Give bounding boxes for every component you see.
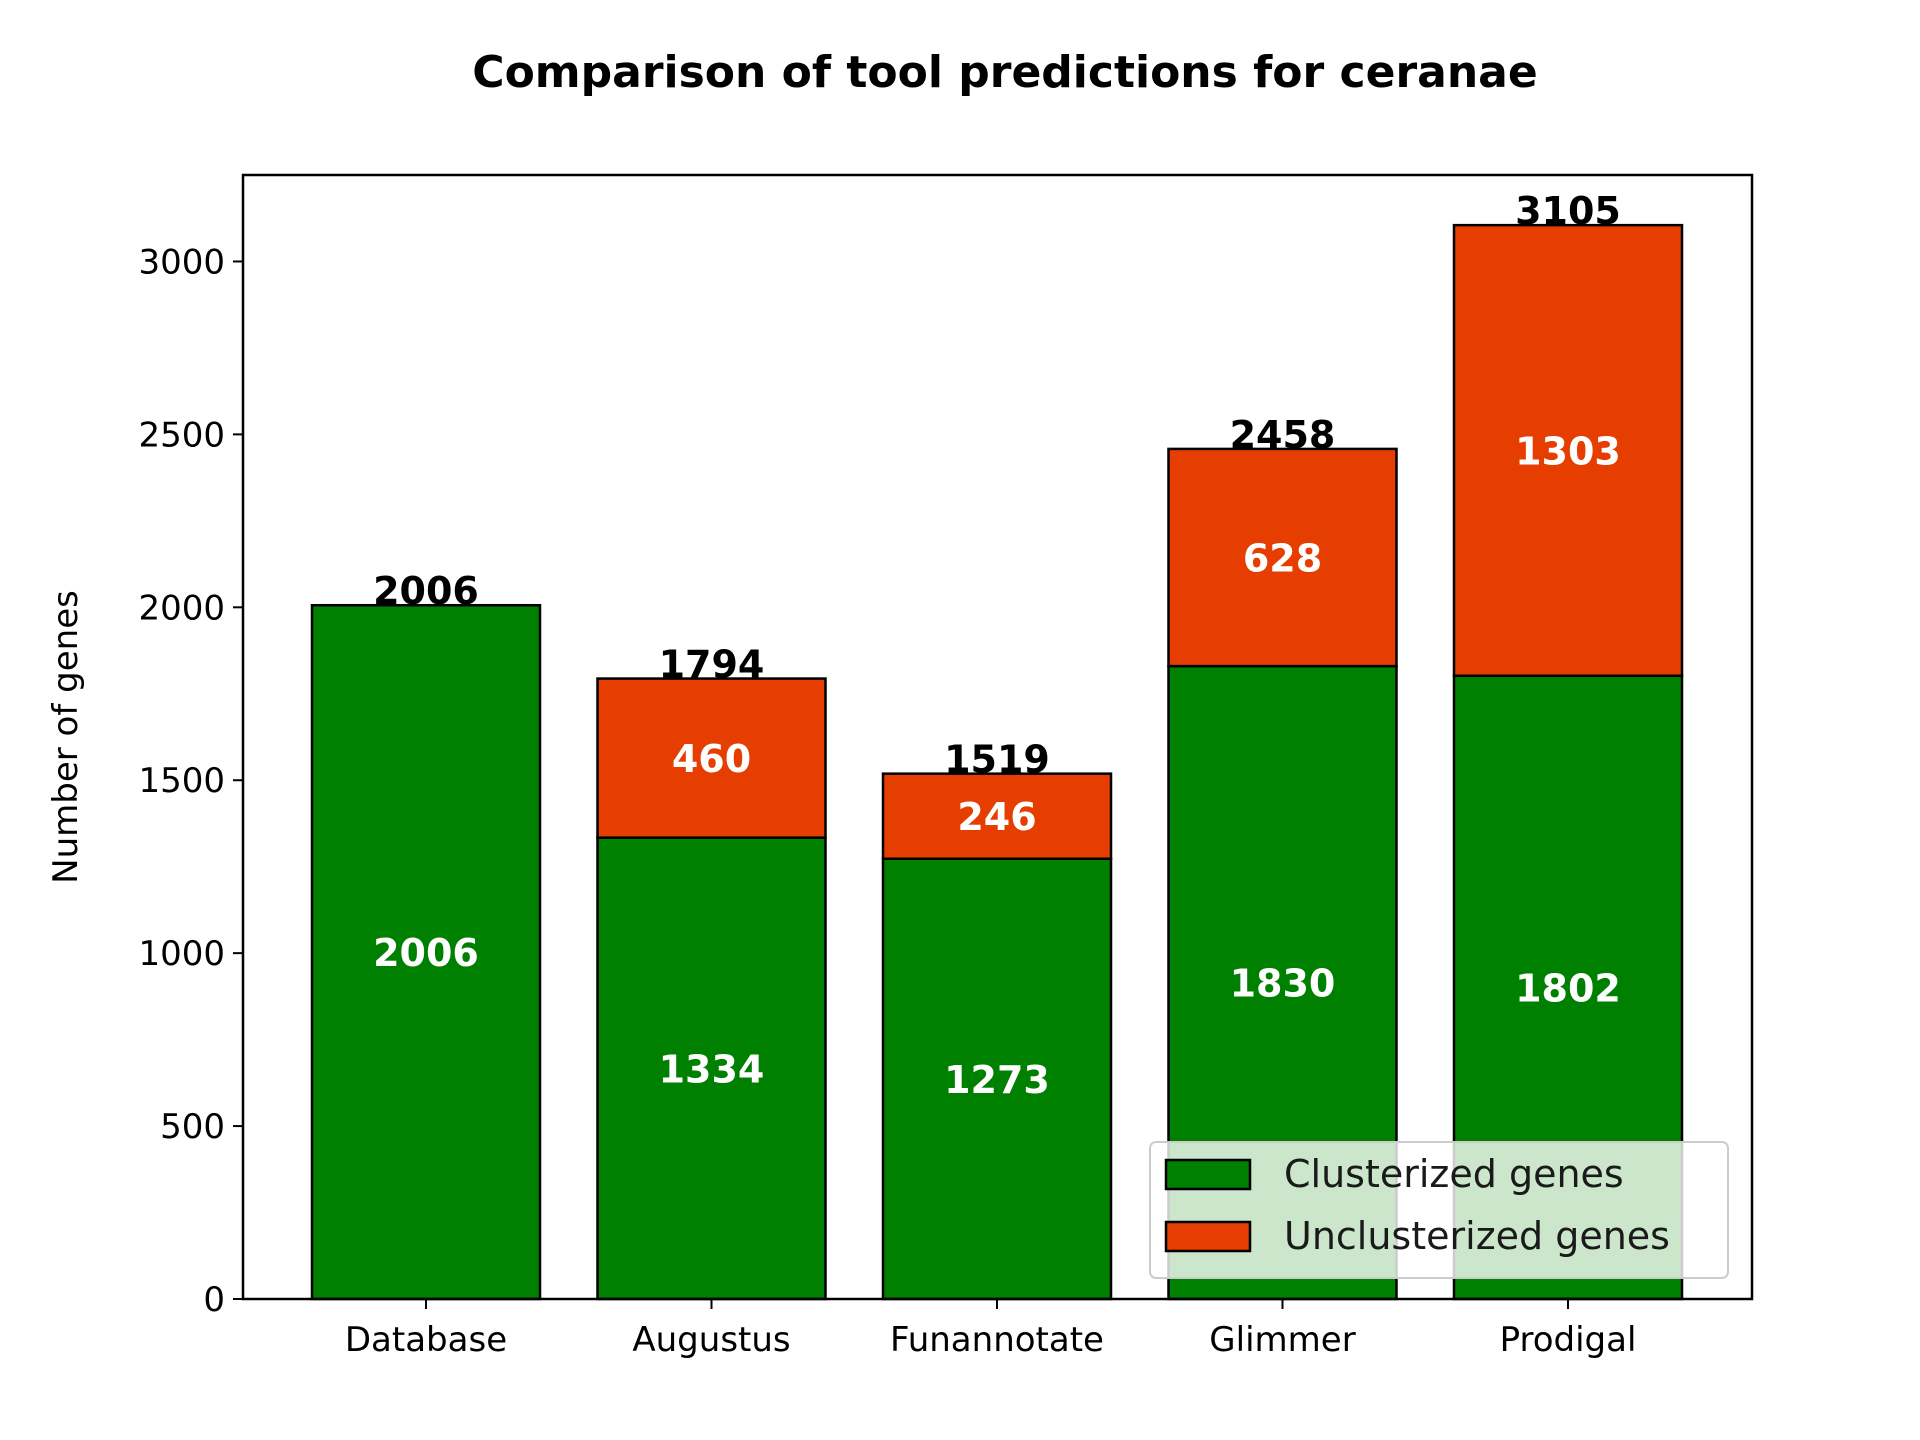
legend-label: Clusterized genes [1284,1152,1624,1196]
bar-value-label: 246 [957,795,1036,839]
legend-box [1149,1141,1729,1279]
bar-segment-clusterized-augustus [596,836,827,1301]
bar-segment-unclusterized-funannotate [881,772,1113,860]
y-tick-label: 3000 [138,242,225,282]
bar-value-label: 628 [1243,537,1322,581]
bar-value-label: 2006 [373,931,479,975]
y-tick-label: 0 [203,1280,225,1320]
y-tick-label: 1500 [138,761,225,801]
x-tick-label: Augustus [632,1320,790,1360]
y-tick-label: 2000 [138,588,225,628]
bar-segment-clusterized-database [310,603,542,1301]
bar-segment-clusterized-funannotate [881,857,1113,1301]
x-tick-label: Prodigal [1500,1320,1637,1360]
y-axis: 0 500 1000 1500 2000 2500 3000 [138,242,243,1320]
bar-total-label: 1794 [659,643,765,687]
bar-segment-unclusterized-augustus [596,677,827,839]
bar-value-label: 1830 [1230,962,1336,1006]
bar-value-label: 1334 [659,1047,765,1091]
x-tick-label: Funannotate [890,1320,1104,1360]
plot-frame [241,173,1754,1301]
bar-value-label: 460 [672,737,751,781]
bar-total-label: 3105 [1515,189,1621,233]
bar-total-label: 2006 [373,569,479,613]
bar-total-label: 2458 [1230,413,1336,457]
legend-label: Unclusterized genes [1284,1214,1670,1258]
legend-swatch [1164,1220,1252,1253]
y-axis-label: Number of genes [46,590,86,884]
bars-group: 2006 2006 1334 460 1794 1273 246 1519 1830 628 245… [310,189,1684,1301]
bar-value-label: 1273 [944,1058,1050,1102]
x-axis: Database Augustus Funannotate Glimmer Prodig… [345,1299,1637,1360]
bar-segment-unclusterized-prodigal [1452,223,1684,678]
chart-title: Comparison of tool predictions for ceran… [472,47,1537,98]
legend-swatch [1164,1158,1252,1191]
x-tick-label: Database [345,1320,507,1360]
bar-segment-unclusterized-glimmer [1167,447,1398,668]
legend: Clusterized genes Unclusterized genes [1149,1141,1729,1279]
y-tick-label: 1000 [138,934,225,974]
y-tick-label: 2500 [138,415,225,455]
x-tick-label: Glimmer [1209,1320,1355,1360]
bar-value-label: 1802 [1515,966,1621,1010]
y-tick-label: 500 [160,1107,225,1147]
bar-total-label: 1519 [944,738,1050,782]
bar-value-label: 1303 [1515,429,1621,473]
